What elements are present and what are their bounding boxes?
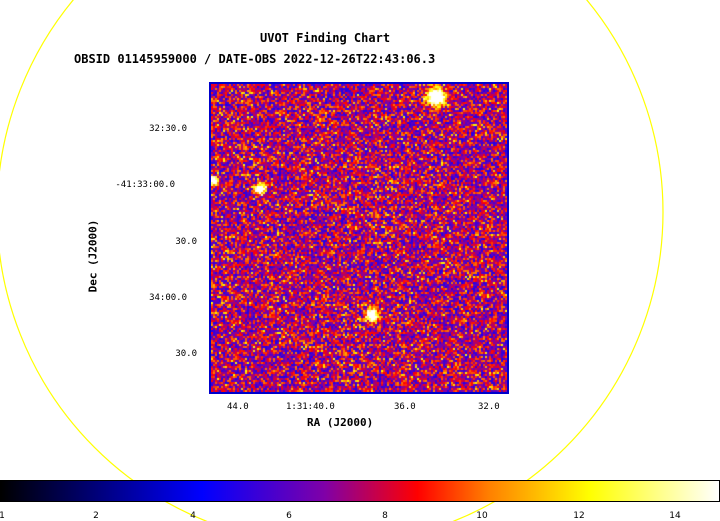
x-axis-label: RA (J2000) [307, 416, 374, 429]
x-tick-label: 44.0 [227, 402, 249, 412]
x-tick-label: 1:31:40.0 [286, 402, 335, 412]
x-tick-label: 32.0 [478, 402, 500, 412]
y-tick-label: 30.0 [175, 349, 197, 359]
uvot-image [211, 84, 507, 392]
colorbar-tick: 4 [190, 511, 196, 521]
image-frame [209, 82, 509, 394]
y-tick-label: 34:00.0 [149, 293, 187, 303]
chart-title: UVOT Finding Chart [260, 31, 391, 45]
colorbar-tick: 10 [476, 511, 488, 521]
x-tick-label: 36.0 [394, 402, 416, 412]
y-tick-label: 30.0 [175, 237, 197, 247]
colorbar-tick: 14 [669, 511, 681, 521]
colorbar-tick: 8 [382, 511, 388, 521]
colorbar-tick: 6 [286, 511, 292, 521]
colorbar-tick: 2 [93, 511, 99, 521]
y-tick-label: -41:33:00.0 [115, 180, 175, 190]
colorbar-min-label: 1 [0, 511, 5, 521]
y-axis-label: Dec (J2000) [86, 219, 100, 293]
uvot-field-circle [0, 0, 664, 521]
y-tick-label: 32:30.0 [149, 124, 187, 134]
chart-subtitle: OBSID 01145959000 / DATE-OBS 2022-12-26T… [74, 52, 436, 66]
colorbar-tick: 12 [573, 511, 585, 521]
colorbar [0, 480, 720, 502]
